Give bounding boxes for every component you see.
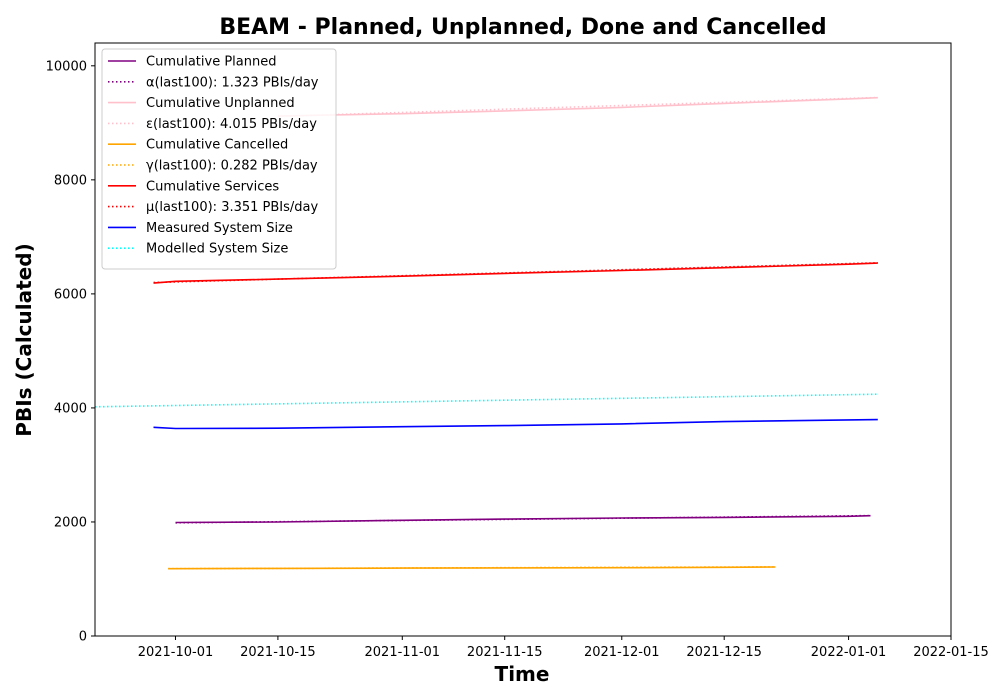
x-tick-label: 2022-01-15 <box>913 645 989 660</box>
y-axis-label: PBIs (Calculated) <box>12 243 36 436</box>
series-line-9 <box>94 393 878 408</box>
legend-label: Measured System Size <box>146 221 293 236</box>
x-axis-label: Time <box>495 662 550 686</box>
x-tick-label: 2021-12-15 <box>686 645 762 660</box>
series-line-5 <box>168 566 776 570</box>
legend-label: Cumulative Unplanned <box>146 96 295 111</box>
legend-label: Modelled System Size <box>146 242 288 257</box>
legend-label: ε(last100): 4.015 PBIs/day <box>146 117 317 132</box>
x-tick-label: 2021-10-01 <box>138 645 214 660</box>
legend-label: Cumulative Planned <box>146 55 276 70</box>
x-tick-label: 2021-11-01 <box>365 645 441 660</box>
x-tick-label: 2022-01-01 <box>811 645 887 660</box>
chart-title: BEAM - Planned, Unplanned, Done and Canc… <box>219 15 826 40</box>
x-axis: 2021-10-01 2021-10-15 2021-11-01 2021-11-15… <box>138 636 989 660</box>
plot-frame <box>94 42 952 637</box>
series-line-2 <box>277 96 878 117</box>
legend-box <box>101 48 337 270</box>
legend-label: Cumulative Services <box>146 179 279 194</box>
y-tick-label: 4000 <box>54 401 87 416</box>
y-tick-label: 2000 <box>54 515 87 530</box>
legend-label: Cumulative Cancelled <box>146 138 288 153</box>
y-tick-label: 8000 <box>54 173 87 188</box>
legend: Cumulative Planned α(last100): 1.323 PBIs… <box>101 48 337 270</box>
y-axis: 0 2000 4000 6000 8000 10000 <box>46 59 95 645</box>
plot-area <box>94 96 878 570</box>
legend-label: γ(last100): 0.282 PBIs/day <box>146 159 318 174</box>
series-line-7 <box>153 262 878 284</box>
x-tick-label: 2021-12-01 <box>584 645 660 660</box>
legend-label: α(last100): 1.323 PBIs/day <box>146 75 319 90</box>
legend-label: μ(last100): 3.351 PBIs/day <box>146 200 318 215</box>
y-tick-label: 6000 <box>54 287 87 302</box>
x-tick-label: 2021-11-15 <box>467 645 543 660</box>
series-line-8 <box>153 418 878 430</box>
series-line-3 <box>277 96 878 118</box>
x-tick-label: 2021-10-15 <box>240 645 316 660</box>
y-tick-label: 0 <box>79 630 87 645</box>
y-tick-label: 10000 <box>46 59 87 74</box>
